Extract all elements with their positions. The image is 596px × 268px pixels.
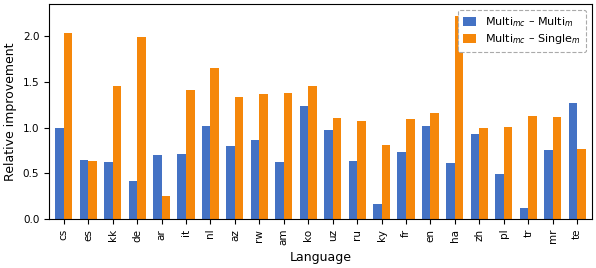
Bar [202,126,210,219]
Bar [55,128,64,219]
Bar [308,85,317,219]
Bar [504,127,513,219]
Bar [520,208,528,219]
Bar [88,161,97,219]
X-axis label: Language: Language [290,251,352,264]
Bar [137,37,145,219]
Bar [373,204,381,219]
Bar [430,113,439,219]
Bar [552,117,561,219]
Bar [226,146,235,219]
Bar [398,152,406,219]
Bar [333,118,342,219]
Bar [544,150,552,219]
Bar [186,90,194,219]
Bar [569,103,577,219]
Bar [64,34,72,219]
Bar [259,94,268,219]
Bar [80,160,88,219]
Bar [104,162,113,219]
Bar [275,162,284,219]
Bar [422,126,430,219]
Bar [455,16,464,219]
Bar [495,174,504,219]
Bar [577,149,586,219]
Bar [178,154,186,219]
Bar [528,116,537,219]
Bar [381,145,390,219]
Bar [153,155,162,219]
Bar [210,68,219,219]
Y-axis label: Relative improvement: Relative improvement [4,42,17,181]
Bar [284,93,292,219]
Bar [357,121,366,219]
Legend: Multi$_{mc}$ – Multi$_m$, Multi$_{mc}$ – Single$_m$: Multi$_{mc}$ – Multi$_m$, Multi$_{mc}$ –… [458,10,586,52]
Bar [113,85,121,219]
Bar [471,134,479,219]
Bar [446,163,455,219]
Bar [300,106,308,219]
Bar [235,96,243,219]
Bar [324,130,333,219]
Bar [349,161,357,219]
Bar [406,119,415,219]
Bar [129,181,137,219]
Bar [479,128,488,219]
Bar [162,196,170,219]
Bar [251,140,259,219]
